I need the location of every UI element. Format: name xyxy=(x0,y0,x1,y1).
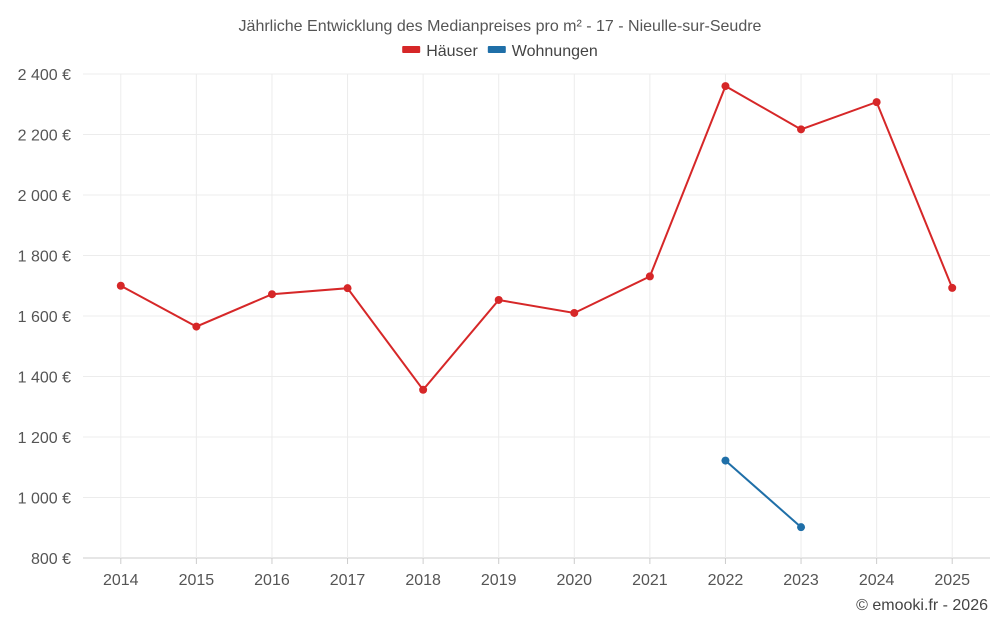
series-line xyxy=(120,84,954,392)
grid xyxy=(83,73,990,559)
legend-item[interactable]: Häuser xyxy=(402,43,478,60)
chart-title: Jährliche Entwicklung des Medianpreises … xyxy=(239,18,762,35)
series-haeuser xyxy=(116,82,957,394)
legend-item[interactable]: Wohnungen xyxy=(487,43,598,60)
y-tick-label: 2 000 € xyxy=(18,188,71,205)
data-point[interactable] xyxy=(267,290,276,299)
series-wohnungen xyxy=(721,456,806,532)
legend: Häuser Wohnungen xyxy=(402,43,598,60)
x-axis: 2014 2015 2016 2017 2018 2019 2020 2021 2022 2023… xyxy=(103,558,970,589)
legend-swatch xyxy=(487,46,506,53)
data-point[interactable] xyxy=(419,385,428,394)
x-tick-label: 2014 xyxy=(103,572,139,589)
x-tick-label: 2021 xyxy=(632,572,668,589)
legend-swatch xyxy=(402,46,421,53)
x-tick-label: 2015 xyxy=(179,572,215,589)
x-tick-label: 2016 xyxy=(254,572,290,589)
x-tick-label: 2022 xyxy=(708,572,744,589)
x-tick-label: 2020 xyxy=(556,572,592,589)
legend-label: Häuser xyxy=(426,43,478,60)
data-point[interactable] xyxy=(116,281,125,290)
data-point[interactable] xyxy=(797,125,806,134)
y-tick-label: 2 400 € xyxy=(18,67,71,84)
data-point[interactable] xyxy=(645,272,654,281)
y-tick-label: 1 800 € xyxy=(18,249,71,266)
y-tick-label: 1 400 € xyxy=(18,370,71,387)
y-tick-label: 800 € xyxy=(31,551,71,568)
data-point[interactable] xyxy=(494,295,503,304)
data-point[interactable] xyxy=(872,98,881,107)
y-axis: 800 € 1 000 € 1 200 € 1 400 € 1 600 € 1 800 €… xyxy=(18,67,71,568)
data-point[interactable] xyxy=(721,82,730,91)
y-tick-label: 1 000 € xyxy=(18,491,71,508)
y-tick-label: 2 200 € xyxy=(18,128,71,145)
series xyxy=(116,82,957,532)
x-tick-label: 2018 xyxy=(405,572,441,589)
x-tick-label: 2024 xyxy=(859,572,895,589)
y-tick-label: 1 600 € xyxy=(18,309,71,326)
legend-label: Wohnungen xyxy=(512,43,598,60)
x-tick-label: 2025 xyxy=(934,572,970,589)
x-tick-label: 2023 xyxy=(783,572,819,589)
data-point[interactable] xyxy=(948,283,957,292)
series-line xyxy=(724,459,802,528)
data-point[interactable] xyxy=(570,308,579,317)
data-point[interactable] xyxy=(343,284,352,293)
x-tick-label: 2019 xyxy=(481,572,517,589)
data-point[interactable] xyxy=(797,523,806,532)
x-tick-label: 2017 xyxy=(330,572,366,589)
data-point[interactable] xyxy=(721,456,730,465)
credit-text: © emooki.fr - 2026 xyxy=(856,597,988,614)
data-point[interactable] xyxy=(192,322,201,331)
y-tick-label: 1 200 € xyxy=(18,430,71,447)
